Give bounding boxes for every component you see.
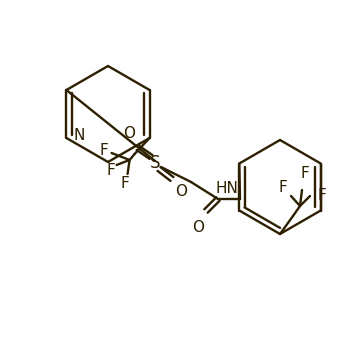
Text: F: F [99, 143, 108, 157]
Text: N: N [73, 129, 85, 143]
Text: O: O [123, 126, 135, 142]
Text: F: F [279, 180, 287, 194]
Text: F: F [301, 167, 309, 181]
Text: O: O [192, 220, 204, 236]
Text: F: F [120, 176, 129, 190]
Text: F: F [106, 163, 115, 177]
Text: S: S [150, 154, 160, 172]
Text: F: F [318, 189, 326, 203]
Text: O: O [175, 185, 187, 199]
Text: HN: HN [215, 181, 238, 196]
